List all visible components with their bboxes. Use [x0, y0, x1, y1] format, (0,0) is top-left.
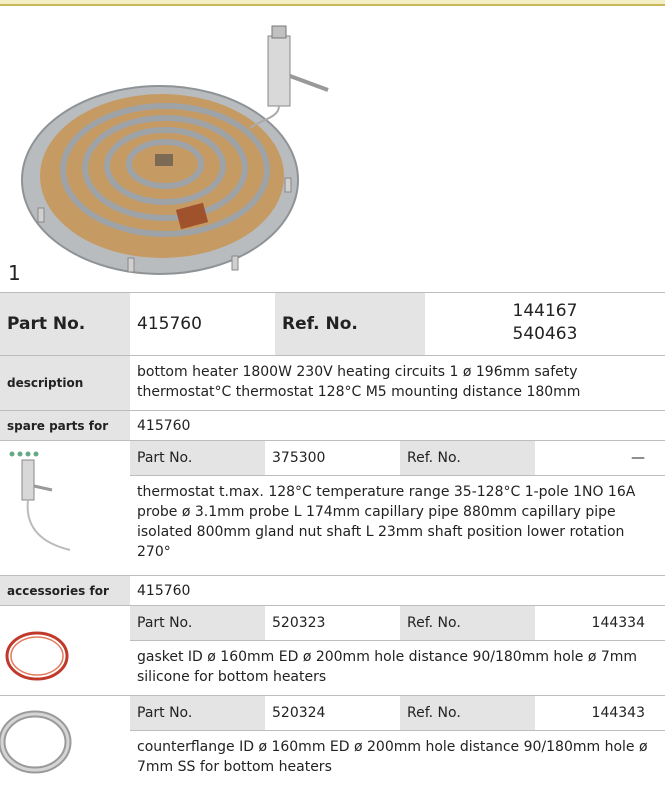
item-ref-no: 144334: [535, 606, 665, 640]
item-divider: [130, 730, 665, 731]
item-ref-no-label: Ref. No.: [400, 441, 535, 475]
top-bar: [0, 0, 665, 6]
item-description: gasket ID ø 160mm ED ø 200mm hole distan…: [130, 647, 665, 687]
ref-no-label: Ref. No.: [275, 293, 425, 355]
item-ref-no-label: Ref. No.: [400, 696, 535, 730]
item-ref-no: —: [535, 441, 665, 475]
description-label: description: [0, 356, 130, 410]
part-no-label: Part No.: [0, 293, 130, 355]
item-description: counterflange ID ø 160mm ED ø 200mm hole…: [130, 737, 665, 777]
spare-parts-label: spare parts for: [0, 411, 130, 440]
part-no: 415760: [130, 293, 275, 355]
item-part-no: 520323: [265, 606, 400, 640]
item-part-no: 520324: [265, 696, 400, 730]
ref-no: 144167: [425, 300, 665, 323]
item-part-no-label: Part No.: [130, 441, 265, 475]
thermostat-image: [4, 446, 74, 566]
item-ref-no: 144343: [535, 696, 665, 730]
page: 1 Part No. 415760 Ref. No. 144167 540463…: [0, 0, 665, 811]
spare-parts-for: 415760: [130, 411, 430, 440]
item-description: thermostat t.max. 128°C temperature rang…: [130, 482, 665, 562]
accessories-for: 415760: [130, 576, 430, 605]
gasket-image: [4, 622, 74, 692]
ref-no: 540463: [425, 323, 665, 346]
accessories-label: accessories for: [0, 576, 130, 605]
counterflange-image: [0, 706, 74, 780]
figure-label: 1: [8, 261, 21, 285]
product-image: 1: [0, 8, 665, 292]
item-part-no: 375300: [265, 441, 400, 475]
item-part-no-label: Part No.: [130, 606, 265, 640]
ref-no-list: 144167 540463: [425, 300, 665, 346]
description: bottom heater 1800W 230V heating circuit…: [130, 362, 660, 402]
item-ref-no-label: Ref. No.: [400, 606, 535, 640]
item-divider: [130, 640, 665, 641]
item-part-no-label: Part No.: [130, 696, 265, 730]
item-divider: [130, 475, 665, 476]
